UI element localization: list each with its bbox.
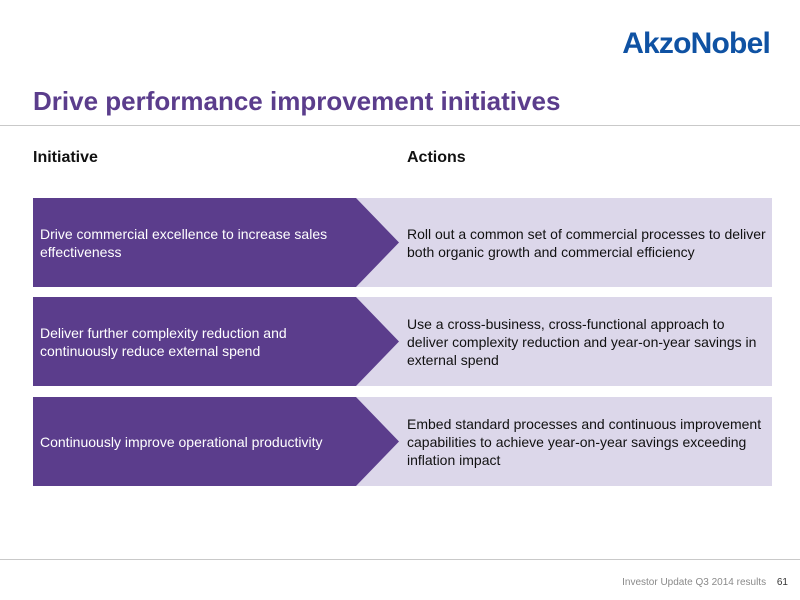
akzonobel-logo: AkzoNobel <box>622 27 771 60</box>
footer-text: Investor Update Q3 2014 results <box>622 577 767 588</box>
initiative-arrow <box>33 297 399 386</box>
initiative-arrow <box>33 198 399 287</box>
initiative-row: Drive commercial excellence to increase … <box>33 198 772 287</box>
initiative-column-header: Initiative <box>33 149 98 166</box>
slide-title: Drive performance improvement initiative… <box>33 86 561 116</box>
footer-divider <box>0 559 800 560</box>
initiative-text: Continuously improve operational product… <box>40 433 323 450</box>
action-text: Embed standard processes and continuous … <box>407 415 762 468</box>
actions-column-header: Actions <box>407 149 466 166</box>
initiative-row: Deliver further complexity reduction and… <box>33 297 772 386</box>
action-text: Roll out a common set of commercial proc… <box>407 225 766 260</box>
initiative-text: Deliver further complexity reduction and… <box>40 324 287 359</box>
title-divider <box>0 125 800 126</box>
page-number: 61 <box>776 577 788 588</box>
initiative-row: Continuously improve operational product… <box>33 397 772 486</box>
footer: Investor Update Q3 2014 results 61 <box>622 577 788 588</box>
initiative-text: Drive commercial excellence to increase … <box>40 225 328 260</box>
action-text: Use a cross-business, cross-functional a… <box>407 315 757 368</box>
initiative-arrow <box>33 397 399 486</box>
